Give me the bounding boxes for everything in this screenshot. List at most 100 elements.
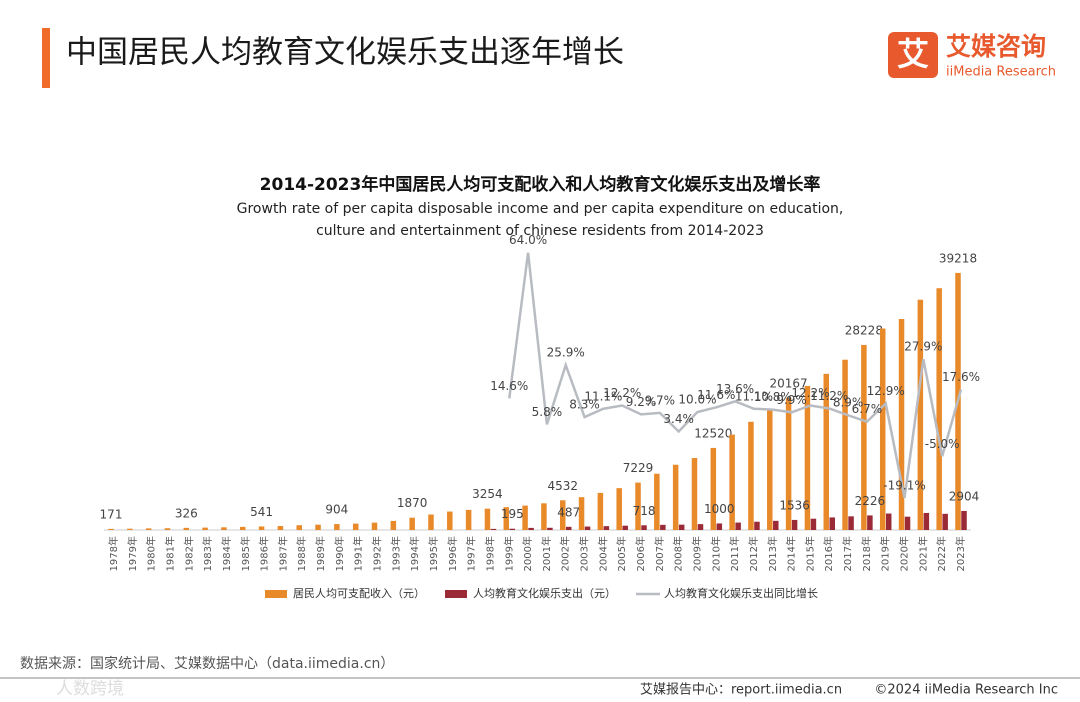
x-tick-label: 2018年 bbox=[860, 536, 873, 571]
chart-title: 2014-2023年中国居民人均可支配收入和人均教育文化娱乐支出及增长率 bbox=[260, 174, 821, 195]
legend-swatch bbox=[445, 590, 467, 598]
x-tick-label: 1997年 bbox=[465, 536, 478, 571]
growth-label: 11.1% bbox=[735, 389, 773, 403]
x-tick-label: 1993年 bbox=[389, 536, 402, 571]
x-tick-label: 1983年 bbox=[201, 536, 214, 571]
data-label: 2226 bbox=[855, 494, 886, 508]
x-tick-label: 2013年 bbox=[766, 536, 779, 571]
x-tick-label: 1984年 bbox=[220, 536, 233, 571]
bar bbox=[465, 509, 472, 530]
data-label: 39218 bbox=[939, 251, 977, 265]
x-tick-label: 2011年 bbox=[728, 536, 741, 571]
bar bbox=[861, 344, 867, 530]
growth-label: 9.7% bbox=[645, 393, 676, 407]
legend-label: 人均教育文化娱乐支出同比增长 bbox=[664, 586, 818, 600]
x-tick-label: 2012年 bbox=[747, 536, 760, 571]
data-label: 195 bbox=[501, 507, 524, 521]
bar bbox=[503, 507, 510, 530]
growth-label: 12.2% bbox=[603, 386, 641, 400]
x-tick-label: 2000年 bbox=[521, 536, 534, 571]
x-tick-label: 1996年 bbox=[446, 536, 459, 571]
x-tick-label: 1979年 bbox=[126, 536, 139, 571]
bar bbox=[773, 520, 779, 530]
bar bbox=[183, 527, 190, 530]
bar bbox=[578, 497, 585, 530]
bar bbox=[145, 528, 152, 530]
bar bbox=[334, 524, 340, 530]
x-tick-label: 1992年 bbox=[371, 536, 384, 571]
bar bbox=[654, 473, 660, 530]
bar bbox=[879, 328, 886, 530]
x-tick-label: 2010年 bbox=[709, 536, 722, 571]
growth-label: 14.6% bbox=[490, 379, 528, 393]
bar bbox=[490, 528, 497, 530]
growth-label: 9.9% bbox=[776, 393, 807, 407]
bar bbox=[697, 524, 704, 530]
growth-label: -19.1% bbox=[883, 478, 925, 492]
bar bbox=[221, 527, 227, 530]
bar bbox=[428, 514, 434, 530]
bar bbox=[785, 397, 792, 530]
data-label: 904 bbox=[325, 503, 348, 517]
legend-swatch bbox=[265, 590, 287, 598]
bar bbox=[541, 503, 547, 530]
bar bbox=[791, 519, 798, 530]
logo-box bbox=[888, 32, 938, 78]
logo-en: iiMedia Research bbox=[946, 65, 1056, 80]
x-tick-label: 2019年 bbox=[879, 536, 892, 571]
bar bbox=[641, 525, 647, 530]
bar bbox=[942, 513, 948, 530]
x-tick-label: 1994年 bbox=[408, 536, 421, 571]
data-label: 541 bbox=[250, 505, 273, 519]
bar bbox=[691, 458, 698, 530]
bar bbox=[258, 526, 265, 530]
bar bbox=[409, 517, 415, 530]
growth-label: 10.8% bbox=[754, 390, 792, 404]
logo-name: 艾媒咨询 bbox=[946, 32, 1046, 61]
bar bbox=[371, 522, 378, 530]
growth-label: 5.8% bbox=[532, 405, 563, 419]
growth-label: 10.0% bbox=[678, 393, 716, 407]
growth-line bbox=[508, 252, 963, 499]
source: 数据来源：国家统计局、艾媒数据中心（data.iimedia.cn） bbox=[20, 655, 394, 672]
x-tick-label: 1981年 bbox=[163, 536, 176, 571]
bar bbox=[917, 299, 924, 530]
bar bbox=[923, 512, 930, 530]
growth-label: 6.7% bbox=[852, 402, 883, 416]
x-tick-label: 2002年 bbox=[559, 536, 572, 571]
data-label: 1536 bbox=[779, 498, 810, 512]
watermark: 人数跨境 bbox=[56, 679, 124, 699]
data-label: 1870 bbox=[397, 496, 428, 510]
bar bbox=[616, 488, 622, 530]
x-tick-label: 1995年 bbox=[427, 536, 440, 571]
bar bbox=[108, 528, 114, 530]
chart-subtitle: culture and entertainment of chinese res… bbox=[316, 223, 764, 239]
x-tick-label: 2017年 bbox=[841, 536, 854, 571]
report-site: 艾媒报告中心：report.iimedia.cn bbox=[640, 683, 842, 698]
bar bbox=[509, 528, 516, 530]
bar bbox=[678, 524, 685, 530]
bar bbox=[710, 447, 717, 530]
data-label: 1000 bbox=[704, 502, 735, 516]
growth-label: 3.4% bbox=[663, 412, 694, 426]
x-tick-label: 2020年 bbox=[898, 536, 911, 571]
bar bbox=[904, 516, 911, 530]
data-label: 718 bbox=[633, 504, 656, 518]
x-tick-label: 1990年 bbox=[333, 536, 346, 571]
copyright: ©2024 iiMedia Research Inc bbox=[874, 683, 1058, 698]
bar bbox=[447, 511, 453, 530]
x-tick-label: 2023年 bbox=[954, 536, 967, 571]
x-tick-label: 2016年 bbox=[822, 536, 835, 571]
growth-label: 8.9% bbox=[833, 396, 864, 410]
bar bbox=[315, 524, 321, 530]
data-label: 487 bbox=[557, 505, 580, 519]
bar bbox=[716, 523, 723, 530]
bar bbox=[898, 318, 905, 530]
data-label: 7229 bbox=[623, 461, 654, 475]
bar bbox=[672, 464, 679, 530]
bar bbox=[748, 421, 754, 530]
data-label: 2904 bbox=[949, 489, 980, 503]
bar bbox=[559, 500, 566, 530]
bar bbox=[635, 482, 641, 530]
